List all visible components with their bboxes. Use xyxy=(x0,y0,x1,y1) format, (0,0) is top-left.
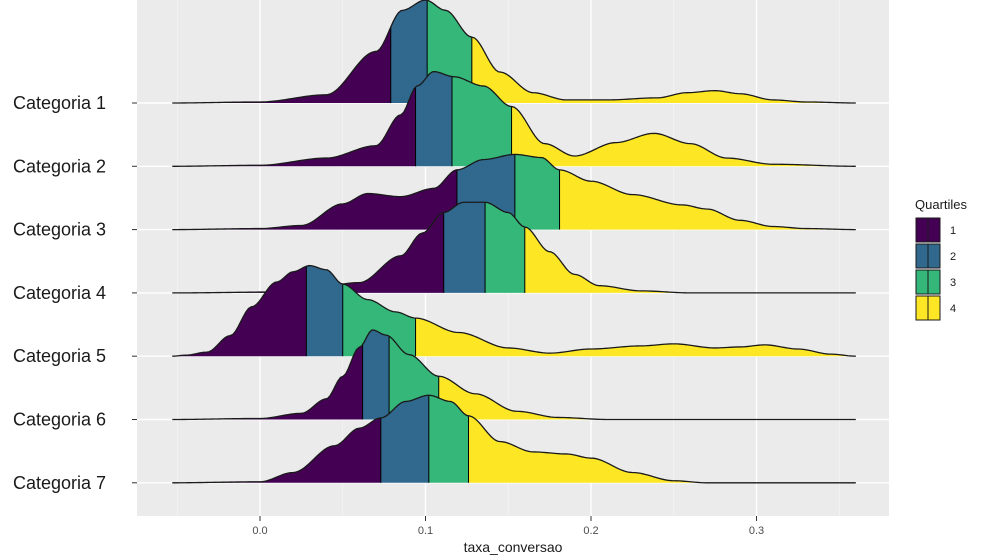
ridge-1-outline xyxy=(172,0,856,104)
ridge-6-quartile-1 xyxy=(172,344,363,420)
x-tick-label-2: 0.2 xyxy=(583,525,598,537)
ridge-2-quartile-2 xyxy=(415,71,452,167)
ridge-1-quartile-4 xyxy=(471,37,856,103)
ridge-5-outline xyxy=(172,264,856,357)
ridge-7-quartile-4 xyxy=(468,415,856,483)
y-label-3: Categoria 3 xyxy=(13,220,106,240)
ridge-5-quartile-3 xyxy=(342,284,416,357)
ridges xyxy=(172,0,856,484)
y-label-6: Categoria 6 xyxy=(13,410,106,430)
x-axis: 0.0 0.1 0.2 0.3 xyxy=(252,516,764,537)
x-tick-label-0: 0.0 xyxy=(252,525,267,537)
ridge-3-quartile-1 xyxy=(172,169,457,230)
ridge-2-quartile-3 xyxy=(451,76,512,167)
legend-label-3: 3 xyxy=(950,277,956,289)
ridge-3-quartile-4 xyxy=(559,169,856,230)
ridge-7 xyxy=(172,394,856,484)
ridge-2-outline xyxy=(172,70,856,167)
x-axis-title: taxa_conversao xyxy=(464,539,563,555)
y-axis-labels: Categoria 1 Categoria 2 Categoria 3 Categor… xyxy=(13,93,137,493)
ridge-7-quartile-2 xyxy=(380,395,429,483)
ridge-3-quartile-3 xyxy=(514,154,560,230)
ridge-6-outline xyxy=(172,329,856,421)
ridge-1-quartile-1 xyxy=(172,27,391,104)
ridge-2 xyxy=(172,70,856,167)
y-label-2: Categoria 2 xyxy=(13,156,106,176)
legend-label-1: 1 xyxy=(950,225,956,237)
ridge-6-quartile-4 xyxy=(438,376,856,420)
ridge-4-quartile-2 xyxy=(443,202,486,293)
ridge-4-quartile-3 xyxy=(485,202,525,293)
legend-label-4: 4 xyxy=(950,303,956,315)
y-label-5: Categoria 5 xyxy=(13,346,106,366)
ridge-1-quartile-2 xyxy=(390,0,428,103)
y-label-4: Categoria 4 xyxy=(13,283,106,303)
ridge-5 xyxy=(172,264,856,357)
ridge-4-quartile-4 xyxy=(524,226,856,293)
ridge-7-outline xyxy=(172,394,856,484)
ridge-4 xyxy=(172,201,856,294)
ridge-2-quartile-1 xyxy=(172,86,416,167)
ridge-7-quartile-3 xyxy=(428,395,469,483)
ridge-2-quartile-4 xyxy=(511,106,856,167)
legend-label-2: 2 xyxy=(950,251,956,263)
x-tick-label-3: 0.3 xyxy=(749,525,764,537)
x-tick-label-1: 0.1 xyxy=(418,525,433,537)
ridge-5-quartile-1 xyxy=(172,266,307,357)
ridge-7-quartile-1 xyxy=(172,417,381,483)
ridge-6-quartile-2 xyxy=(362,329,390,420)
ridge-4-quartile-1 xyxy=(172,212,444,293)
y-label-1: Categoria 1 xyxy=(13,93,106,113)
y-label-7: Categoria 7 xyxy=(13,473,106,493)
ridge-5-quartile-2 xyxy=(306,265,343,357)
legend-title: Quartiles xyxy=(915,197,968,212)
legend: Quartiles 1 2 3 4 xyxy=(915,197,968,321)
ridge-3-outline xyxy=(172,153,856,231)
